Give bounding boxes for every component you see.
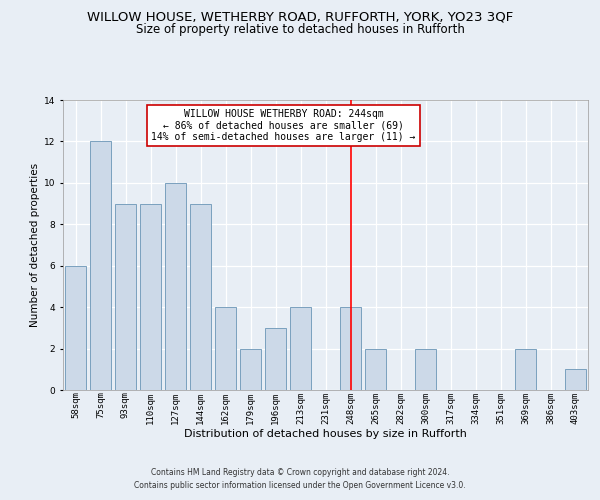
Bar <box>65 266 86 390</box>
Bar <box>290 307 311 390</box>
Bar <box>140 204 161 390</box>
Bar <box>240 348 261 390</box>
Bar <box>565 370 586 390</box>
Text: Size of property relative to detached houses in Rufforth: Size of property relative to detached ho… <box>136 24 464 36</box>
Text: Contains public sector information licensed under the Open Government Licence v3: Contains public sector information licen… <box>134 480 466 490</box>
Bar <box>165 183 186 390</box>
Bar <box>215 307 236 390</box>
Bar <box>415 348 436 390</box>
Bar <box>265 328 286 390</box>
Bar <box>340 307 361 390</box>
Y-axis label: Number of detached properties: Number of detached properties <box>29 163 40 327</box>
Text: WILLOW HOUSE WETHERBY ROAD: 244sqm
← 86% of detached houses are smaller (69)
14%: WILLOW HOUSE WETHERBY ROAD: 244sqm ← 86%… <box>151 108 416 142</box>
X-axis label: Distribution of detached houses by size in Rufforth: Distribution of detached houses by size … <box>184 429 467 439</box>
Bar <box>365 348 386 390</box>
Text: Contains HM Land Registry data © Crown copyright and database right 2024.: Contains HM Land Registry data © Crown c… <box>151 468 449 477</box>
Bar <box>190 204 211 390</box>
Text: WILLOW HOUSE, WETHERBY ROAD, RUFFORTH, YORK, YO23 3QF: WILLOW HOUSE, WETHERBY ROAD, RUFFORTH, Y… <box>87 11 513 24</box>
Bar <box>115 204 136 390</box>
Bar <box>90 142 111 390</box>
Bar <box>515 348 536 390</box>
